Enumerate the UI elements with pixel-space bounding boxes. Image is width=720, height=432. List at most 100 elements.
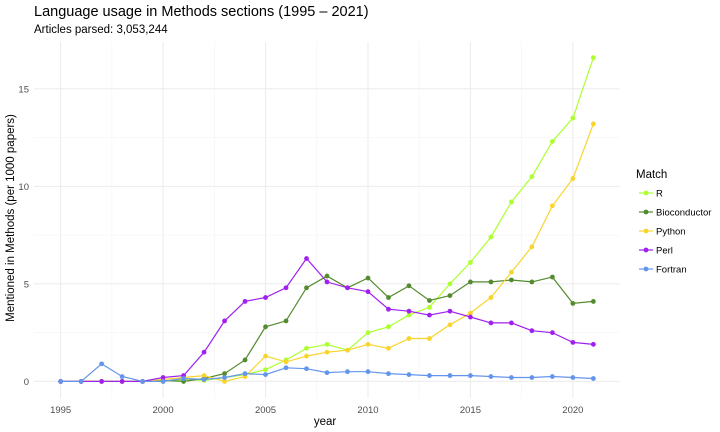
data-point-perl — [283, 285, 289, 291]
data-point-bioconductor — [365, 275, 371, 281]
data-point-bioconductor — [549, 274, 555, 280]
data-point-perl — [263, 295, 268, 300]
data-point-bioconductor — [304, 285, 309, 291]
y-axis-title: Mentioned in Methods (per 1000 papers) — [5, 114, 17, 322]
data-point-bioconductor — [386, 295, 391, 300]
data-point-perl — [570, 340, 576, 345]
data-point-r — [509, 199, 514, 205]
data-point-r — [468, 260, 473, 265]
y-tick-label: 0 — [24, 377, 29, 388]
data-point-bioconductor — [283, 318, 289, 324]
data-point-python — [468, 310, 473, 316]
data-point-python — [324, 349, 330, 355]
data-point-bioconductor — [222, 371, 227, 377]
data-point-fortran — [181, 376, 186, 381]
data-point-bioconductor — [509, 277, 514, 283]
data-point-bioconductor — [263, 324, 268, 330]
data-point-perl — [304, 256, 309, 261]
data-point-bioconductor — [590, 299, 596, 304]
legend-label: Perl — [656, 246, 673, 257]
data-point-fortran — [386, 371, 391, 377]
data-point-r — [324, 341, 330, 347]
data-point-fortran — [365, 369, 371, 375]
data-point-perl — [427, 312, 432, 318]
data-point-python — [222, 379, 227, 384]
data-point-perl — [590, 341, 596, 347]
data-point-bioconductor — [529, 279, 535, 285]
data-point-perl — [324, 279, 330, 285]
legend: Match R Bioconductor Python Perl Fortran — [636, 169, 711, 276]
data-point-r — [447, 281, 453, 287]
data-point-fortran — [427, 373, 432, 378]
x-tick-label: 2000 — [153, 405, 174, 416]
data-point-fortran — [570, 375, 576, 380]
data-point-fortran — [529, 375, 535, 380]
data-point-python — [509, 269, 514, 275]
data-point-python — [427, 336, 432, 341]
data-point-perl — [549, 330, 555, 336]
x-axis-title: year — [314, 416, 337, 428]
data-point-fortran — [590, 376, 596, 381]
data-point-perl — [386, 306, 391, 312]
data-point-r — [529, 174, 535, 179]
data-point-fortran — [201, 377, 207, 382]
legend-label: Fortran — [656, 265, 687, 276]
data-point-perl — [242, 299, 248, 304]
data-point-python — [447, 322, 453, 328]
data-point-r — [570, 115, 576, 121]
legend-label: R — [656, 189, 663, 200]
data-point-python — [590, 121, 596, 127]
y-tick-label: 10 — [18, 182, 29, 193]
data-point-perl — [99, 379, 105, 384]
data-point-bioconductor — [324, 273, 330, 279]
data-point-r — [304, 345, 309, 351]
data-point-fortran — [119, 374, 125, 379]
data-point-fortran — [406, 372, 412, 377]
data-point-fortran — [99, 361, 105, 367]
data-point-fortran — [488, 374, 494, 379]
data-point-fortran — [263, 372, 268, 377]
data-point-python — [570, 176, 576, 181]
data-point-r — [488, 234, 494, 240]
legend-title: Match — [636, 169, 667, 181]
data-point-perl — [345, 285, 350, 291]
data-point-fortran — [242, 371, 248, 377]
data-point-python — [201, 373, 207, 378]
data-point-perl — [468, 314, 473, 320]
data-point-perl — [447, 308, 453, 314]
data-point-bioconductor — [468, 279, 473, 285]
x-tick-label: 2010 — [357, 405, 378, 416]
legend-key-point — [643, 266, 649, 272]
data-point-fortran — [160, 379, 166, 384]
x-tick-label: 2005 — [255, 405, 276, 416]
data-point-fortran — [304, 366, 309, 372]
data-point-r — [365, 330, 371, 336]
legend-key-point — [643, 247, 649, 253]
data-point-fortran — [509, 375, 514, 380]
data-point-r — [406, 312, 412, 318]
data-point-perl — [509, 320, 514, 326]
y-tick-label: 15 — [18, 84, 29, 95]
series-points — [58, 55, 596, 384]
data-point-python — [386, 345, 391, 351]
x-axis-ticks: 1995 2000 2005 2010 2015 2020 — [50, 405, 583, 416]
y-axis-ticks: 0 5 10 15 — [18, 84, 29, 388]
y-tick-label: 5 — [24, 279, 29, 290]
data-point-bioconductor — [427, 298, 432, 303]
data-point-bioconductor — [570, 300, 576, 306]
data-point-r — [386, 324, 391, 330]
data-point-python — [345, 347, 350, 353]
data-point-perl — [222, 318, 227, 324]
data-point-fortran — [58, 379, 64, 384]
data-point-fortran — [549, 374, 555, 379]
data-point-perl — [201, 349, 207, 355]
data-point-perl — [365, 289, 371, 295]
legend-key-point — [643, 228, 649, 234]
data-point-perl — [160, 375, 166, 380]
data-point-python — [365, 341, 371, 347]
data-point-perl — [488, 320, 494, 326]
data-point-bioconductor — [242, 357, 248, 363]
data-point-perl — [529, 328, 535, 334]
legend-key-point — [643, 190, 649, 196]
